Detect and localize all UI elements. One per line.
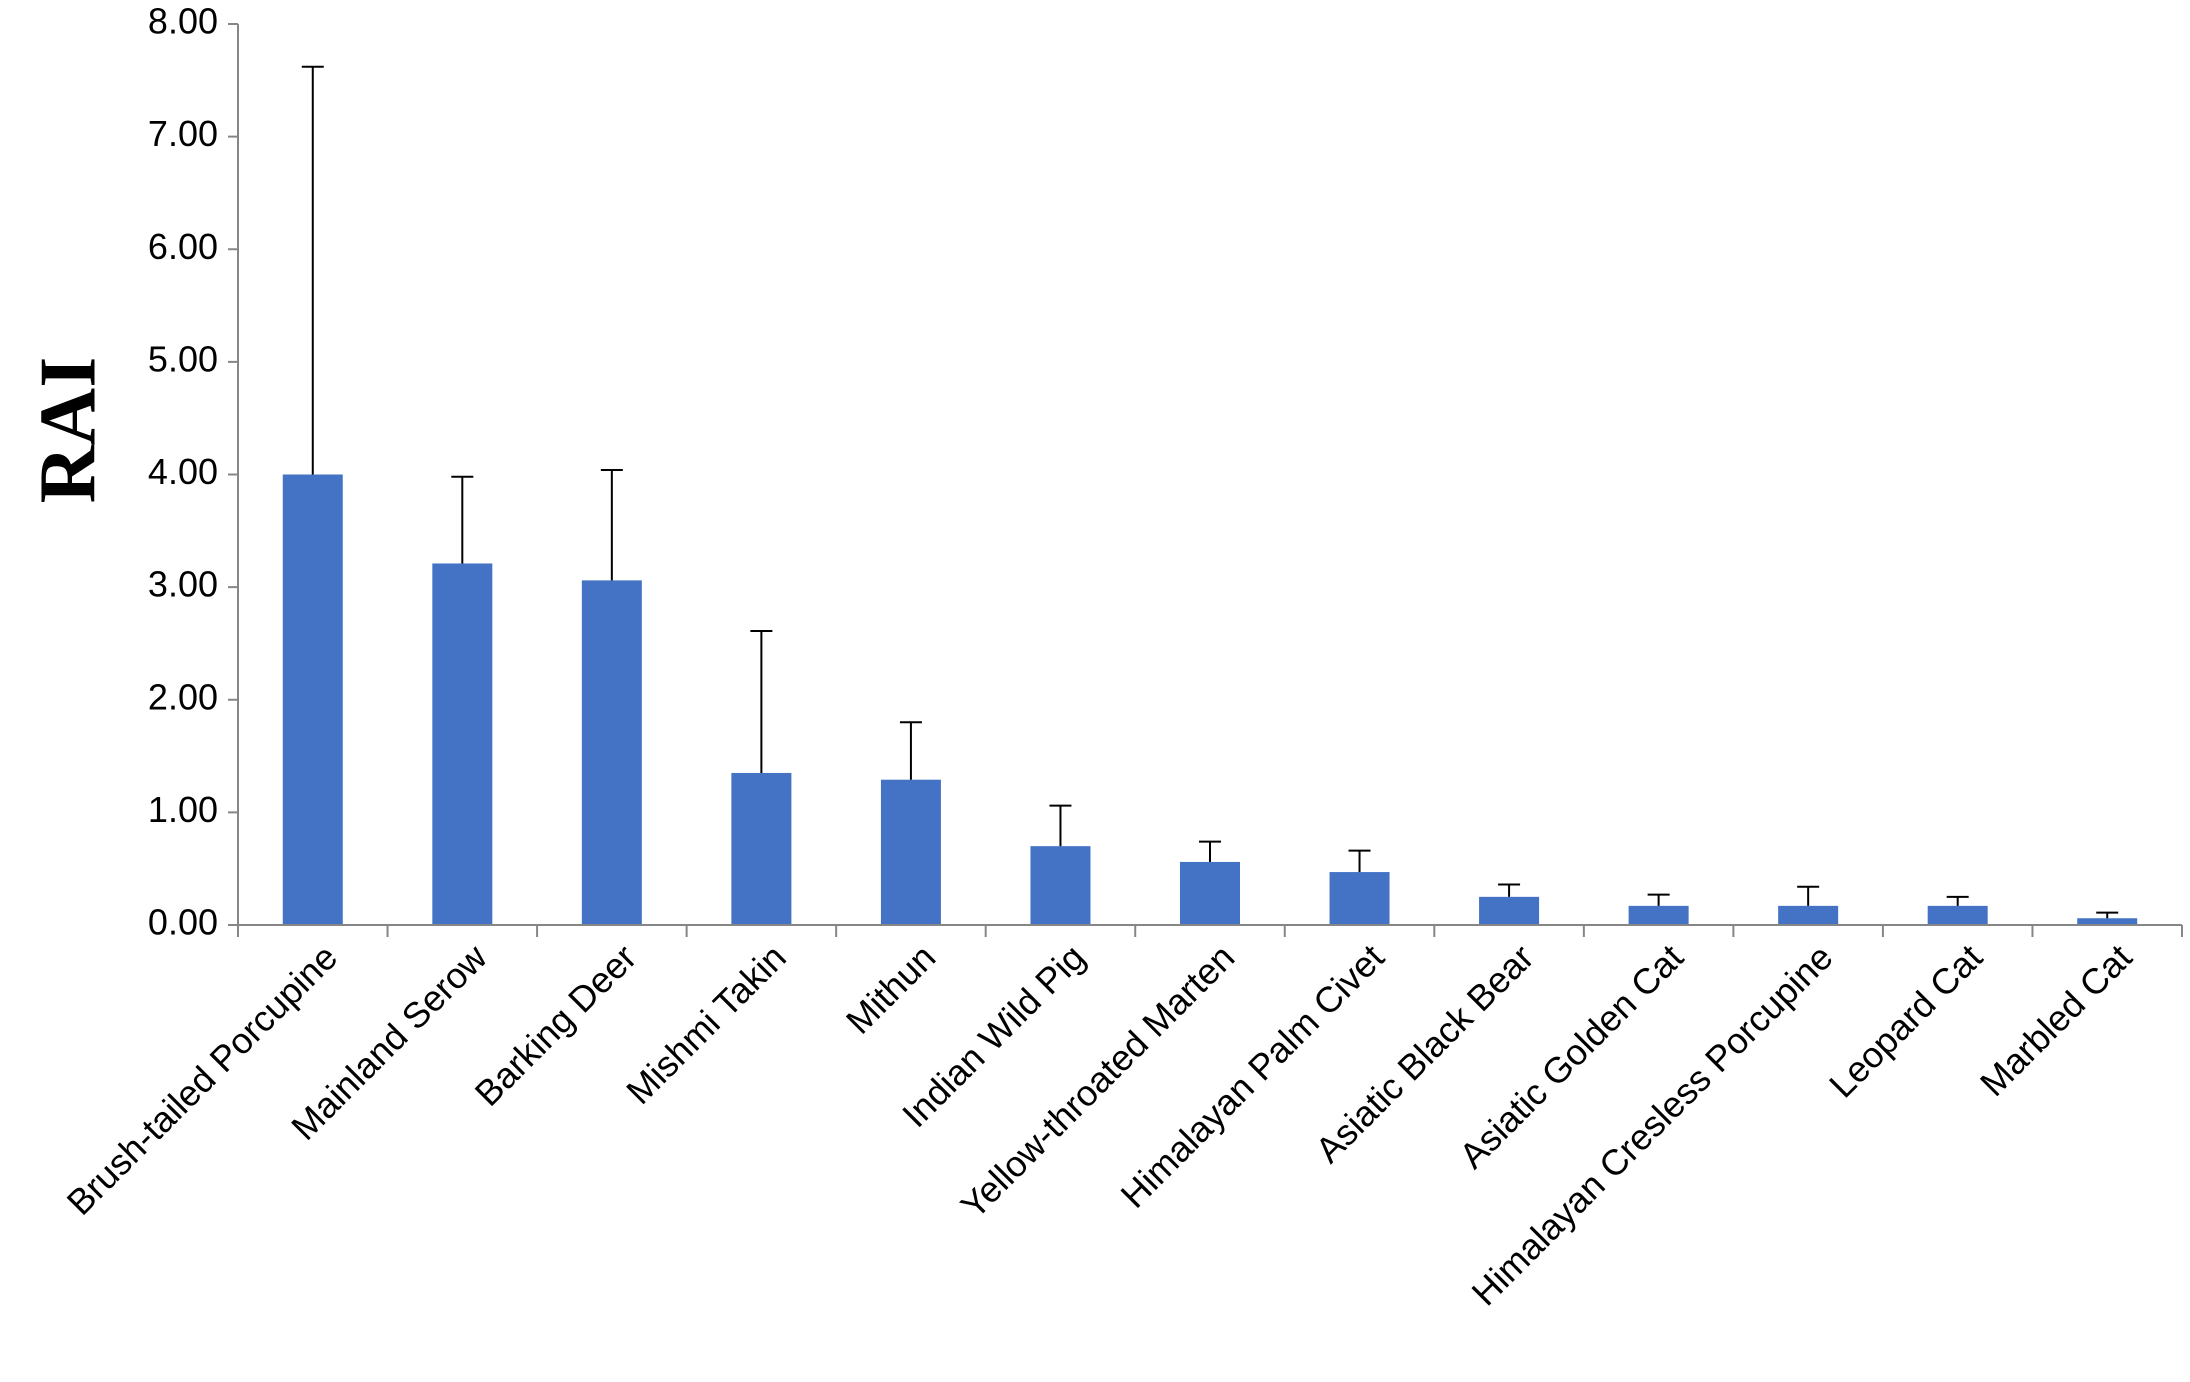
category-label: Himalayan Palm Civet xyxy=(1113,936,1392,1215)
y-tick-label: 2.00 xyxy=(148,676,218,717)
y-tick-label: 1.00 xyxy=(148,789,218,830)
y-tick-label: 3.00 xyxy=(148,564,218,605)
bar xyxy=(1778,905,1839,925)
category-label: Yellow-throated Marten xyxy=(953,936,1243,1226)
bar xyxy=(282,474,343,925)
bar xyxy=(432,563,493,925)
bar xyxy=(1927,905,1988,925)
bar xyxy=(731,772,792,925)
y-tick-label: 5.00 xyxy=(148,338,218,379)
category-label: Mishmi Takin xyxy=(618,936,794,1112)
y-tick-label: 4.00 xyxy=(148,451,218,492)
category-label: Barking Deer xyxy=(467,936,645,1114)
error-bars xyxy=(301,65,2119,919)
y-tick-label: 6.00 xyxy=(148,226,218,267)
bar xyxy=(1180,861,1240,925)
bar xyxy=(581,580,642,925)
bar xyxy=(1030,846,1091,925)
category-label: Mithun xyxy=(838,936,943,1041)
bars xyxy=(282,474,2138,925)
y-tick-label: 7.00 xyxy=(148,113,218,154)
bar xyxy=(1329,872,1390,925)
y-tick-label: 8.00 xyxy=(148,1,218,42)
bar xyxy=(2077,918,2138,925)
category-label: Marbled Cat xyxy=(1972,936,2140,1104)
y-tick-label: 0.00 xyxy=(148,902,218,943)
x-axis xyxy=(237,924,2183,937)
y-axis: 0.00 1.00 2.00 3.00 4.00 5.00 6.00 7.00 8.00 xyxy=(148,1,239,943)
y-axis-label-group: RAI xyxy=(24,357,112,504)
category-label: Leopard Cat xyxy=(1821,936,1990,1105)
bar xyxy=(1479,896,1540,925)
y-axis-label: RAI xyxy=(24,357,112,504)
category-label: Brush-tailed Porcupine xyxy=(59,936,346,1223)
bar xyxy=(880,779,941,925)
bar xyxy=(1628,905,1689,925)
